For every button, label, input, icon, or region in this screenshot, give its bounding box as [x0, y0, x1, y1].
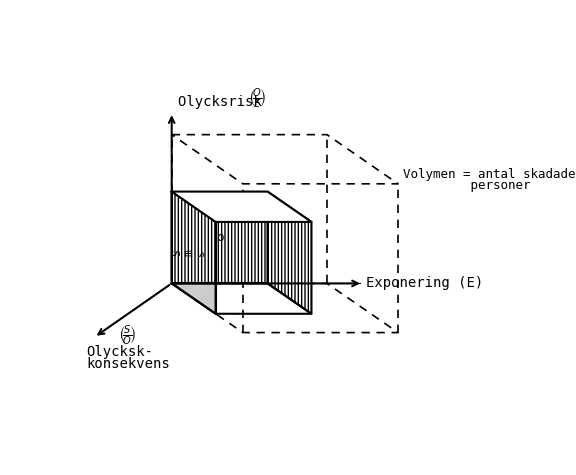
Text: $\left(\!\frac{O}{E}\!\right)$: $\left(\!\frac{O}{E}\!\right)$ [248, 87, 266, 112]
Text: Volymen = antal skadade: Volymen = antal skadade [403, 168, 575, 180]
Text: konsekvens: konsekvens [86, 357, 170, 371]
Text: S
m
s: S m s [172, 249, 206, 256]
Text: Exponering (E): Exponering (E) [366, 276, 483, 290]
Polygon shape [267, 191, 312, 314]
Text: personer: personer [403, 179, 530, 192]
Polygon shape [172, 191, 312, 222]
Polygon shape [172, 191, 215, 314]
Text: o: o [216, 231, 223, 244]
Text: Olycksrisk: Olycksrisk [178, 95, 270, 109]
Text: Olycksk-: Olycksk- [86, 345, 153, 360]
Polygon shape [172, 191, 267, 284]
Text: $\left(\!\frac{S}{O}\!\right)$: $\left(\!\frac{S}{O}\!\right)$ [118, 323, 137, 348]
